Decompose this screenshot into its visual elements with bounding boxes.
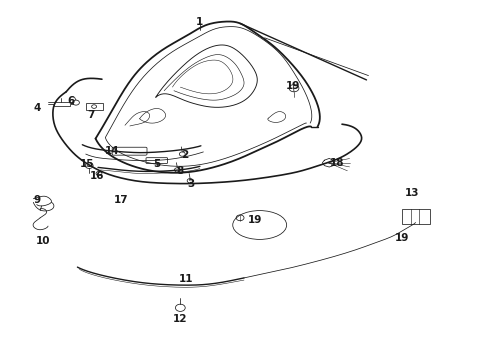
Text: 15: 15 [80, 159, 95, 169]
Text: 5: 5 [153, 159, 160, 169]
Bar [402, 209, 430, 224]
Text: 10: 10 [36, 236, 50, 246]
Text: 6: 6 [68, 96, 74, 106]
Text: 2: 2 [182, 150, 189, 160]
Text: 14: 14 [104, 146, 119, 156]
Text: 13: 13 [404, 188, 419, 198]
Text: 19: 19 [247, 215, 262, 225]
Text: 16: 16 [90, 171, 104, 181]
Text: 4: 4 [33, 103, 41, 113]
Text: 11: 11 [179, 274, 194, 284]
Text: 7: 7 [87, 110, 95, 120]
Bar [86, 103, 103, 110]
Text: 12: 12 [173, 314, 188, 324]
Text: 8: 8 [177, 166, 184, 176]
Text: 9: 9 [33, 195, 40, 205]
Text: 1: 1 [196, 17, 203, 27]
Text: 18: 18 [330, 158, 344, 168]
Text: 19: 19 [394, 233, 409, 243]
FancyBboxPatch shape [146, 158, 168, 163]
Text: 17: 17 [114, 195, 129, 205]
Text: 3: 3 [188, 179, 195, 189]
FancyBboxPatch shape [112, 147, 147, 155]
Text: 19: 19 [286, 81, 300, 91]
